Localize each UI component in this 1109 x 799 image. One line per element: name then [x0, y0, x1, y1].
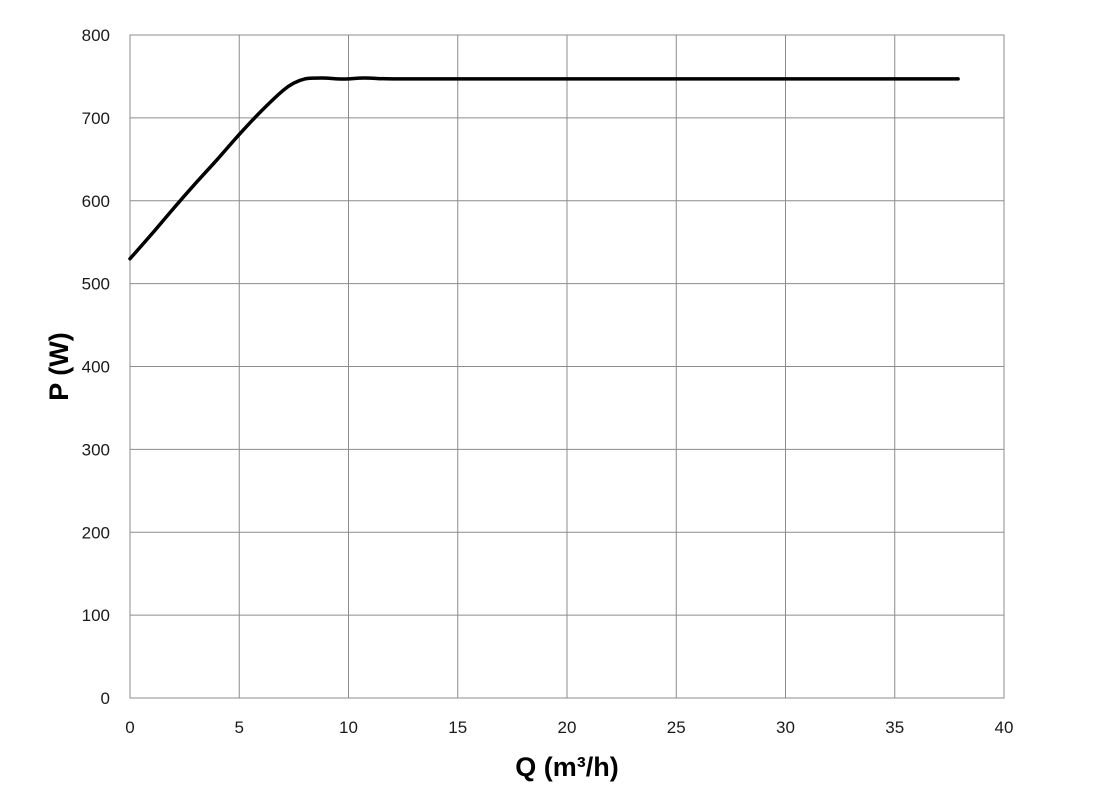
- y-tick-label: 400: [82, 358, 110, 377]
- x-axis-title: Q (m³/h): [515, 752, 618, 782]
- series-line: [128, 76, 960, 261]
- grid: [129, 34, 1005, 699]
- x-tick-label: 25: [667, 718, 686, 737]
- x-tick-label: 0: [125, 718, 134, 737]
- x-tick-label: 40: [995, 718, 1014, 737]
- y-axis-title: P (W): [44, 332, 74, 401]
- x-tick-label: 30: [776, 718, 795, 737]
- x-axis-ticks: 0 5 10 15 20 25 30 35 40: [125, 718, 1013, 737]
- y-tick-label: 800: [82, 26, 110, 45]
- x-tick-label: 15: [448, 718, 467, 737]
- y-tick-label: 300: [82, 440, 110, 459]
- x-tick-label: 20: [558, 718, 577, 737]
- y-tick-label: 600: [82, 192, 110, 211]
- y-tick-label: 0: [101, 689, 110, 708]
- plot-area-frame: [129, 34, 1005, 699]
- x-tick-label: 10: [339, 718, 358, 737]
- x-tick-label: 35: [885, 718, 904, 737]
- y-tick-label: 500: [82, 275, 110, 294]
- series-layer: [128, 76, 960, 261]
- y-tick-label: 100: [82, 606, 110, 625]
- y-tick-label: 200: [82, 523, 110, 542]
- y-axis-ticks: 0 100 200 300 400 500 600 700 800: [82, 26, 110, 708]
- x-tick-label: 5: [235, 718, 244, 737]
- y-tick-label: 700: [82, 109, 110, 128]
